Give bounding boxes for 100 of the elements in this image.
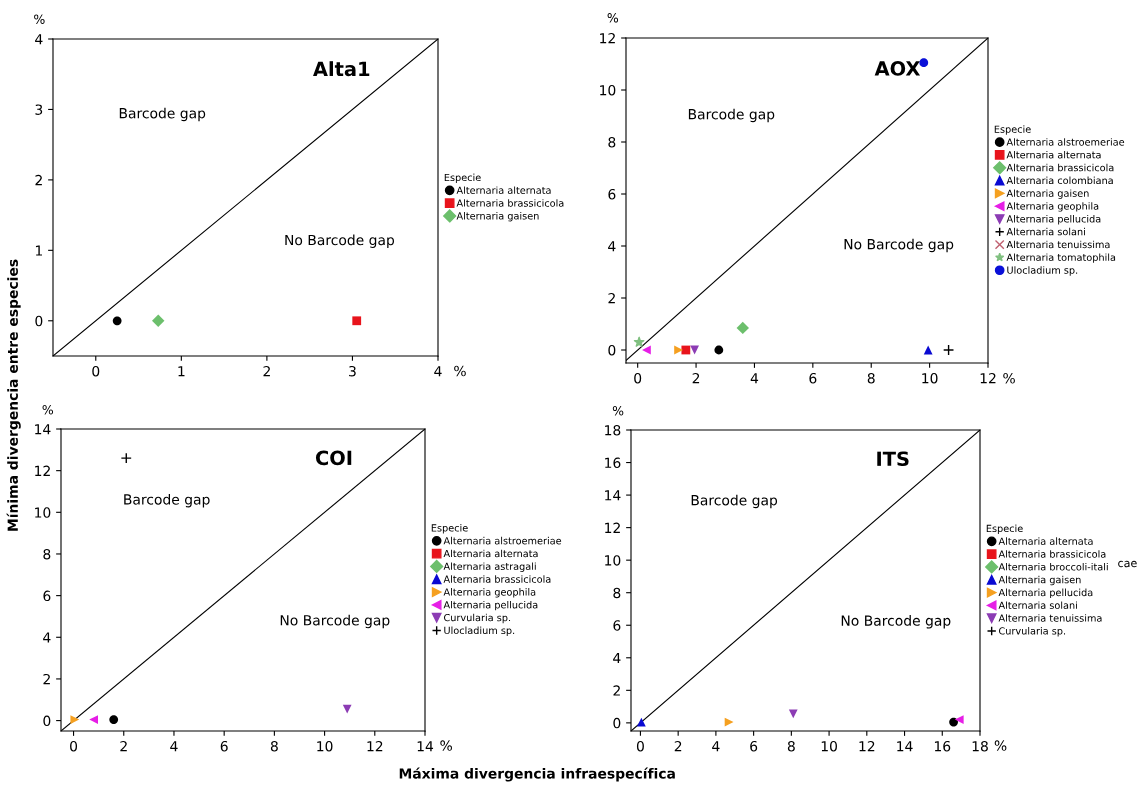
legend-label: Alternaria colombiana (1006, 176, 1113, 185)
y-tick-label: 4 (613, 652, 621, 664)
legend-label: Alternaria alternata (456, 186, 551, 194)
x-tick-label: 2 (263, 365, 270, 377)
annotation: No Barcode gap (280, 614, 390, 629)
x-axis-title: % (994, 740, 1007, 751)
y-tick-label: 4 (43, 632, 51, 643)
x-axis-title: % (440, 740, 452, 751)
x-tick-label: 14 (897, 741, 913, 752)
legend-label: Alternaria pellucida (998, 588, 1093, 599)
x-tick-label: 10 (821, 740, 837, 752)
legend-label: Alternaria astragali (443, 562, 536, 572)
x-tick-label: 6 (809, 372, 817, 384)
y-tick-label: 14 (605, 490, 621, 501)
x-axis-title: % (454, 365, 466, 377)
point (736, 321, 749, 335)
x-tick-label: 1 (178, 366, 185, 377)
text: Alta1 (313, 61, 370, 77)
point (949, 717, 958, 727)
legend-label: Alternaria alternata (1006, 150, 1101, 159)
annotation: Barcode gap (119, 107, 206, 122)
point (923, 345, 933, 355)
x-tick-label: 0 (636, 740, 644, 752)
legend-label: Alternaria brassicicola (443, 575, 551, 583)
x-tick-label: 10 (317, 740, 333, 752)
x-tick-label: 0 (70, 740, 78, 752)
x-tick-label: 0 (92, 365, 100, 377)
legend-label: Alternaria solani (998, 601, 1077, 609)
point (724, 717, 734, 727)
legend-label: Curvularia sp. (444, 613, 511, 624)
legend-label: Alternaria brassicicola (1006, 163, 1114, 172)
x-tick-label: 6 (750, 740, 758, 752)
y-tick-label: 0 (43, 715, 51, 727)
y-tick-label: 2 (608, 292, 615, 304)
y-tick-label: 3 (35, 104, 43, 115)
annotation: No Barcode gap (844, 238, 954, 253)
y-axis-title: % (34, 14, 45, 24)
text: Máxima divergencia infraespecífica (399, 767, 675, 782)
x-tick-label: 16 (934, 740, 951, 752)
text: COI (315, 450, 352, 466)
y-tick-label: 2 (613, 685, 620, 696)
y-axis-title: % (607, 13, 619, 23)
point (788, 709, 798, 719)
point (89, 715, 99, 724)
legend-label: Alternaria tomatophila (1006, 253, 1116, 263)
annotation: Barcode gap (124, 493, 210, 508)
y-tick-label: 4 (608, 241, 616, 252)
y-tick-label: 10 (600, 84, 616, 96)
y-tick-label: 6 (43, 590, 51, 602)
point (919, 58, 929, 68)
point (681, 345, 691, 355)
text: AOX (874, 61, 921, 76)
text: Mínima divergencia entre especies (6, 259, 21, 531)
y-tick-label: 8 (43, 548, 51, 560)
legend-label: Ulocladium sp. (1007, 266, 1078, 276)
y-axis-title: % (42, 405, 54, 415)
y-tick-label: 6 (608, 188, 616, 200)
x-tick-label: 12 (980, 372, 996, 384)
legend-label: Alternaria alternata (998, 537, 1093, 545)
x-tick-label: 0 (634, 372, 642, 384)
text: ITS (877, 451, 909, 467)
y-tick-label: 18 (605, 424, 621, 436)
legend-label: Curvularia sp. (999, 627, 1066, 637)
y-tick-label: 14 (35, 424, 51, 435)
y-tick-label: 16 (605, 457, 621, 469)
text: cae (1118, 560, 1137, 568)
legend-title: Especie (986, 524, 1023, 534)
legend-label: Alternaria pellucida (443, 600, 538, 611)
y-tick-label: 10 (605, 555, 621, 566)
point (690, 345, 699, 355)
point (636, 717, 646, 727)
x-tick-label: 3 (349, 365, 356, 377)
x-tick-label: 6 (220, 740, 228, 752)
point (70, 715, 80, 724)
legend-label: Ulocladium sp. (444, 626, 515, 636)
legend-label: Alternaria gaisen (998, 575, 1081, 586)
legend-label: Alternaria broccoli-itali (998, 562, 1108, 571)
y-tick-label: 12 (605, 522, 620, 533)
x-tick-label: 12 (367, 740, 383, 752)
y-tick-label: 2 (35, 174, 42, 186)
point (633, 336, 645, 347)
x-tick-label: 2 (674, 740, 682, 752)
legend-label: Alternaria geophila (443, 588, 536, 598)
y-tick-label: 12 (600, 32, 615, 44)
legend-label: Alternaria brassicicola (998, 550, 1106, 558)
legend-label: Alternaria geophila (1006, 202, 1099, 212)
y-tick-label: 0 (613, 717, 621, 729)
y-axis-title: % (612, 406, 624, 416)
legend-title: Especie (994, 125, 1031, 135)
legend-label: Alternaria gaisen (456, 212, 539, 222)
x-tick-label: 4 (434, 366, 442, 377)
x-tick-label: 4 (750, 373, 759, 384)
annotation: Barcode gap (688, 108, 775, 123)
x-tick-label: 4 (712, 741, 720, 752)
legend-label: Alternaria brassicicola (456, 199, 564, 207)
y-tick-label: 0 (35, 315, 43, 327)
y-tick-label: 2 (43, 673, 50, 685)
point (942, 344, 955, 356)
x-tick-label: 2 (120, 740, 127, 752)
x-tick-label: 14 (417, 741, 434, 752)
